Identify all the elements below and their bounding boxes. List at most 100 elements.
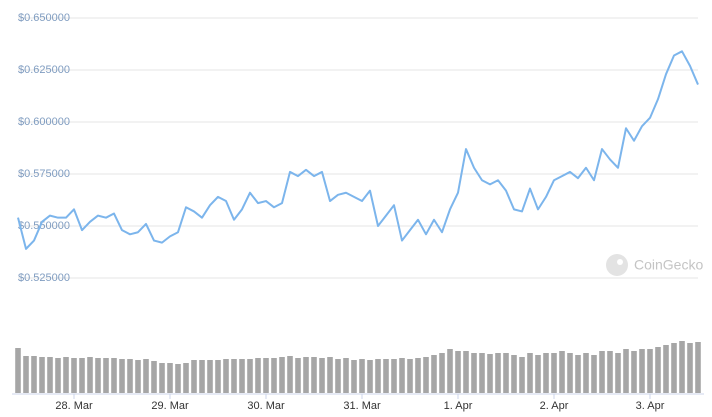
x-tick-label: 1. Apr bbox=[444, 400, 473, 412]
volume-bar bbox=[407, 359, 413, 393]
volume-bar bbox=[623, 349, 629, 393]
volume-bar bbox=[71, 358, 77, 393]
volume-bar bbox=[111, 358, 117, 393]
volume-bar bbox=[175, 364, 181, 393]
volume-bar bbox=[151, 361, 157, 393]
volume-bar bbox=[47, 357, 53, 393]
volume-bar bbox=[359, 359, 365, 393]
volume-bar bbox=[263, 358, 269, 393]
x-tick-label: 2. Apr bbox=[540, 400, 569, 412]
volume-bar bbox=[471, 353, 477, 393]
volume-bar bbox=[103, 358, 109, 393]
volume-bar bbox=[351, 360, 357, 393]
volume-bar bbox=[551, 353, 557, 393]
volume-bar bbox=[663, 345, 669, 393]
volume-bar bbox=[591, 355, 597, 393]
volume-bar bbox=[639, 349, 645, 393]
volume-bar bbox=[423, 357, 429, 393]
volume-bar bbox=[463, 351, 469, 393]
volume-bar bbox=[655, 347, 661, 393]
x-tick-label: 31. Mar bbox=[343, 400, 381, 412]
volume-bar bbox=[559, 351, 565, 393]
volume-bar bbox=[455, 351, 461, 393]
volume-bar bbox=[607, 351, 613, 393]
volume-bar bbox=[239, 359, 245, 393]
x-tick-label: 28. Mar bbox=[55, 400, 93, 412]
volume-bar bbox=[295, 358, 301, 393]
volume-bar bbox=[255, 358, 261, 393]
volume-bar bbox=[479, 353, 485, 393]
volume-bar bbox=[127, 359, 133, 393]
x-tick-label: 30. Mar bbox=[247, 400, 285, 412]
volume-bar bbox=[319, 358, 325, 393]
volume-bar bbox=[671, 343, 677, 393]
volume-bar bbox=[231, 359, 237, 393]
y-tick-label: $0.600000 bbox=[18, 116, 70, 128]
volume-bar bbox=[535, 355, 541, 393]
volume-bar bbox=[375, 359, 381, 393]
volume-bar bbox=[199, 360, 205, 393]
volume-bar bbox=[447, 349, 453, 393]
watermark-logo bbox=[606, 254, 628, 276]
volume-bar bbox=[543, 353, 549, 393]
volume-bar bbox=[487, 354, 493, 393]
volume-bar bbox=[567, 353, 573, 393]
watermark: CoinGecko bbox=[634, 257, 703, 273]
y-tick-label: $0.625000 bbox=[18, 64, 70, 76]
volume-bar bbox=[439, 353, 445, 393]
volume-bar bbox=[335, 359, 341, 393]
volume-bar bbox=[183, 363, 189, 393]
volume-bar bbox=[519, 357, 525, 393]
volume-bar bbox=[415, 358, 421, 393]
volume-bar bbox=[31, 356, 37, 393]
volume-bar bbox=[503, 353, 509, 393]
volume-bar bbox=[215, 360, 221, 393]
volume-bar bbox=[679, 341, 685, 393]
volume-bar bbox=[167, 363, 173, 393]
volume-bar bbox=[367, 360, 373, 393]
volume-bar bbox=[399, 358, 405, 393]
volume-bar bbox=[647, 349, 653, 393]
y-tick-label: $0.575000 bbox=[18, 168, 70, 180]
volume-bar bbox=[223, 359, 229, 393]
watermark-logo-eye bbox=[617, 259, 623, 265]
y-tick-label: $0.550000 bbox=[18, 220, 70, 232]
volume-bar bbox=[119, 359, 125, 393]
volume-bar bbox=[343, 358, 349, 393]
volume-bar bbox=[159, 363, 165, 393]
volume-bar bbox=[583, 353, 589, 393]
volume-bar bbox=[615, 353, 621, 393]
x-tick-label: 3. Apr bbox=[636, 400, 665, 412]
volume-bar bbox=[39, 357, 45, 393]
volume-bar bbox=[311, 357, 317, 393]
volume-bar bbox=[135, 360, 141, 393]
volume-bar bbox=[391, 359, 397, 393]
volume-bar bbox=[279, 357, 285, 393]
volume-bar bbox=[87, 357, 93, 393]
x-tick-label: 29. Mar bbox=[151, 400, 189, 412]
volume-bar bbox=[143, 359, 149, 393]
volume-bar bbox=[63, 357, 69, 393]
volume-bar bbox=[303, 357, 309, 393]
volume-bar bbox=[247, 359, 253, 393]
y-tick-label: $0.650000 bbox=[18, 12, 70, 24]
volume-bar bbox=[207, 360, 213, 393]
volume-bar bbox=[495, 353, 501, 393]
price-line bbox=[17, 50, 699, 250]
volume-bar bbox=[191, 360, 197, 393]
volume-bar bbox=[695, 342, 701, 393]
volume-bar bbox=[95, 358, 101, 393]
y-tick-label: $0.525000 bbox=[18, 272, 70, 284]
volume-bar bbox=[23, 356, 29, 393]
volume-bar bbox=[383, 359, 389, 393]
volume-bar bbox=[327, 357, 333, 393]
volume-bar bbox=[527, 353, 533, 393]
volume-bar bbox=[511, 355, 517, 393]
volume-bar bbox=[687, 343, 693, 393]
volume-bar bbox=[55, 358, 61, 393]
volume-bar bbox=[15, 348, 21, 393]
volume-bar bbox=[631, 351, 637, 393]
volume-bar bbox=[271, 358, 277, 393]
volume-bar bbox=[431, 355, 437, 393]
